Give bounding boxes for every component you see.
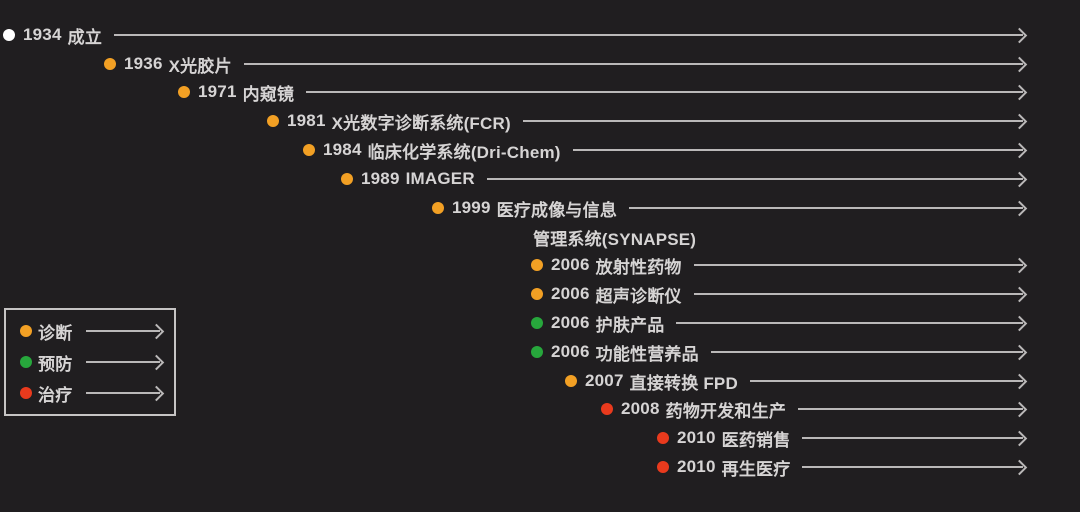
milestone-dot-diagnosis xyxy=(178,86,190,98)
milestone-year: 1999 xyxy=(452,198,491,217)
milestone-year: 2010 xyxy=(677,457,716,476)
milestone-year: 2007 xyxy=(585,371,624,390)
milestone-year: 1971 xyxy=(198,82,237,101)
milestone-year: 2006 xyxy=(551,313,590,332)
milestone-year: 1936 xyxy=(124,54,163,73)
timeline-arrow-icon xyxy=(798,408,1023,410)
legend-arrow-icon xyxy=(86,361,160,363)
legend-dot-diagnosis xyxy=(20,325,32,337)
legend-label: 治疗 xyxy=(38,385,73,405)
timeline-row-2006-nutrition: 2006 功能性营养品 xyxy=(531,340,1023,364)
milestone-dot-diagnosis xyxy=(104,58,116,70)
milestone-year: 1989 xyxy=(361,169,400,188)
milestone-year: 1984 xyxy=(323,140,362,159)
timeline-row-1936: 1936 X光胶片 xyxy=(104,52,1023,76)
milestone-year: 2006 xyxy=(551,284,590,303)
timeline-row-2007: 2007 直接转换 FPD xyxy=(565,369,1023,393)
milestone-dot-diagnosis xyxy=(565,375,577,387)
timeline-row-1981: 1981 X光数字诊断系统(FCR) xyxy=(267,109,1023,133)
milestone-label-line2: 管理系统(SYNAPSE) xyxy=(533,229,697,249)
milestone-dot-prevention xyxy=(531,346,543,358)
milestone-dot-prevention xyxy=(531,317,543,329)
milestone-label: IMAGER xyxy=(405,169,475,188)
legend-box: 诊断 预防 治疗 xyxy=(4,308,176,416)
milestone-dot-diagnosis xyxy=(432,202,444,214)
timeline-row-2006-ultrasound: 2006 超声诊断仪 xyxy=(531,282,1023,306)
milestone-label: X光胶片 xyxy=(168,56,232,76)
milestone-dot-treatment xyxy=(657,432,669,444)
milestone-label: 药物开发和生产 xyxy=(665,401,787,421)
milestone-label: 直接转换 FPD xyxy=(629,373,738,393)
milestone-label: 再生医疗 xyxy=(721,459,791,479)
timeline-arrow-icon xyxy=(306,91,1023,93)
milestone-label: 临床化学系统(Dri-Chem) xyxy=(367,142,561,162)
milestone-dot-diagnosis xyxy=(303,144,315,156)
timeline-row-2008: 2008 药物开发和生产 xyxy=(601,397,1023,421)
timeline-row-1989: 1989 IMAGER xyxy=(341,167,1023,191)
timeline-arrow-icon xyxy=(710,351,1023,353)
legend-item-prevention: 预防 xyxy=(20,350,160,374)
timeline-row-1999-line2: 管理系统(SYNAPSE) xyxy=(533,225,696,249)
timeline-arrow-icon xyxy=(243,63,1023,65)
legend-item-diagnosis: 诊断 xyxy=(20,319,160,343)
milestone-label: 医药销售 xyxy=(721,430,791,450)
milestone-dot-diagnosis xyxy=(531,288,543,300)
milestone-label: 成立 xyxy=(67,27,103,47)
timeline-row-1971: 1971 内窥镜 xyxy=(178,80,1023,104)
legend-dot-prevention xyxy=(20,356,32,368)
timeline-row-2010-regenerative: 2010 再生医疗 xyxy=(657,455,1023,479)
timeline-arrow-icon xyxy=(693,264,1023,266)
timeline-arrow-icon xyxy=(676,322,1023,324)
timeline-arrow-icon xyxy=(486,178,1023,180)
milestone-dot-founding xyxy=(3,29,15,41)
legend-arrow-icon xyxy=(86,392,160,394)
milestone-label: 医疗成像与信息 xyxy=(496,200,618,220)
timeline-row-2006-radiopharma: 2006 放射性药物 xyxy=(531,253,1023,277)
milestone-year: 2006 xyxy=(551,255,590,274)
milestone-dot-treatment xyxy=(657,461,669,473)
milestone-label: 功能性营养品 xyxy=(595,344,699,364)
milestone-dot-diagnosis xyxy=(267,115,279,127)
timeline-arrow-icon xyxy=(749,380,1023,382)
timeline-arrow-icon xyxy=(572,149,1023,151)
milestone-year: 2008 xyxy=(621,399,660,418)
legend-item-treatment: 治疗 xyxy=(20,381,160,405)
milestone-label: 放射性药物 xyxy=(595,257,682,277)
milestone-dot-diagnosis xyxy=(341,173,353,185)
milestone-label: 超声诊断仪 xyxy=(595,286,682,306)
legend-label: 诊断 xyxy=(38,323,73,343)
milestone-dot-diagnosis xyxy=(531,259,543,271)
milestone-year: 2006 xyxy=(551,342,590,361)
timeline-row-2010-sales: 2010 医药销售 xyxy=(657,426,1023,450)
legend-label: 预防 xyxy=(38,354,73,374)
milestone-label: 内窥镜 xyxy=(242,84,295,104)
timeline-row-1999: 1999 医疗成像与信息 xyxy=(432,196,1023,220)
milestone-dot-treatment xyxy=(601,403,613,415)
timeline-row-1934: 1934 成立 xyxy=(3,23,1023,47)
legend-arrow-icon xyxy=(86,330,160,332)
timeline-arrow-icon xyxy=(802,466,1023,468)
legend-dot-treatment xyxy=(20,387,32,399)
timeline-arrow-icon xyxy=(693,293,1023,295)
milestone-year: 1981 xyxy=(287,111,326,130)
timeline-row-1984: 1984 临床化学系统(Dri-Chem) xyxy=(303,138,1023,162)
milestone-label: 护肤产品 xyxy=(595,315,665,335)
timeline-arrow-icon xyxy=(114,34,1023,36)
timeline-arrow-icon xyxy=(522,120,1023,122)
milestone-year: 2010 xyxy=(677,428,716,447)
timeline-arrow-icon xyxy=(629,207,1023,209)
milestone-year: 1934 xyxy=(23,25,62,44)
milestone-label: X光数字诊断系统(FCR) xyxy=(331,113,511,133)
timeline-arrow-icon xyxy=(802,437,1023,439)
timeline-row-2006-skincare: 2006 护肤产品 xyxy=(531,311,1023,335)
